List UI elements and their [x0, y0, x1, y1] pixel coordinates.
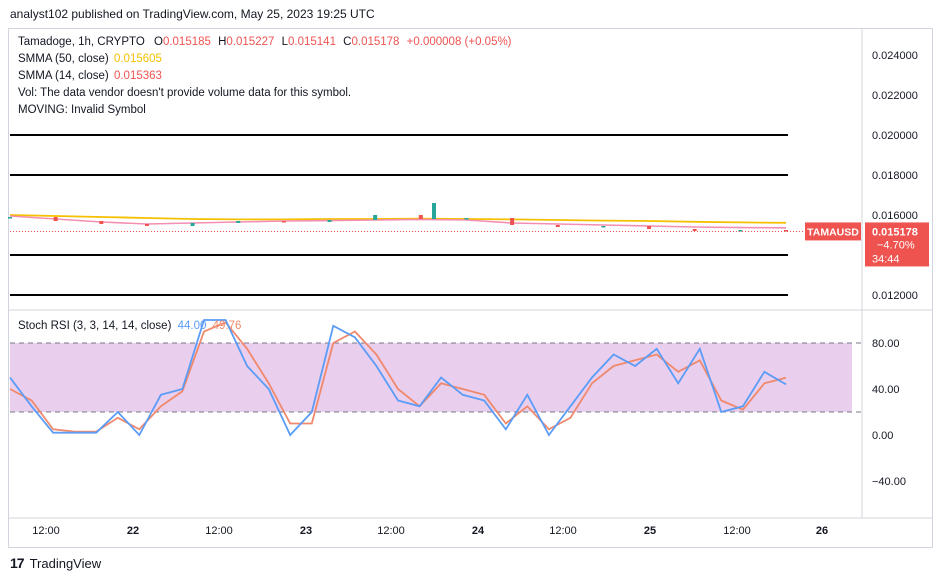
stoch-band: [10, 343, 852, 412]
candle: [784, 230, 788, 232]
footer-brand: TradingView: [29, 555, 102, 571]
smma50-line: [9, 214, 787, 224]
stoch-d-value: 49.76: [212, 320, 242, 332]
time-tick-label: 12:00: [377, 525, 405, 537]
time-tick-label: 24: [472, 525, 485, 537]
price-tick-label: 0.020000: [872, 130, 918, 142]
candle: [99, 221, 104, 224]
o-label: O: [153, 36, 163, 48]
time-tick-label: 25: [644, 525, 656, 537]
stoch-k-line: [9, 319, 787, 437]
timer-tag: 34:44: [872, 253, 900, 265]
candle: [190, 223, 195, 226]
price-tick-label: 0.024000: [872, 50, 918, 62]
candle: [327, 220, 332, 222]
price-tick-label: 0.016000: [872, 210, 918, 222]
smma50-value: 0.015605: [113, 53, 162, 65]
smma50-label: SMMA (50, close): [18, 53, 109, 65]
chart-frame: [8, 28, 933, 548]
stoch-tick-label: 0.00: [872, 430, 893, 442]
time-tick-label: 22: [127, 525, 139, 537]
candle: [281, 221, 286, 223]
time-tick-label: 12:00: [32, 525, 60, 537]
stoch-d-line: [9, 321, 787, 433]
symbol-label: Tamadoge, 1h, CRYPTO: [18, 36, 145, 48]
time-tick-label: 12:00: [723, 525, 751, 537]
time-tick-label: 12:00: [205, 525, 233, 537]
stoch-tick-label: 40.00: [872, 384, 900, 396]
candle: [464, 218, 469, 220]
h-label: H: [218, 36, 227, 48]
stoch-tick-label: 80.00: [872, 338, 900, 350]
time-tick-label: 26: [816, 525, 828, 537]
candle: [738, 230, 743, 232]
vol-legend: Vol: The data vendor doesn't provide vol…: [18, 87, 352, 99]
symbol-tag: TAMAUSD: [807, 226, 859, 238]
candle: [510, 218, 515, 225]
candle: [53, 217, 58, 221]
o-value: 0.015185: [162, 36, 211, 48]
candle: [692, 229, 697, 231]
pct-tag: −4.70%: [877, 239, 915, 251]
time-tick-label: 23: [300, 525, 312, 537]
candle: [144, 224, 149, 226]
candle: [373, 215, 378, 220]
smma14-line: [9, 215, 787, 229]
moving-legend: MOVING: Invalid Symbol: [18, 104, 146, 116]
c-label: C: [343, 36, 352, 48]
price-tag-bg: [865, 222, 929, 267]
symbol-tag-bg: [805, 222, 861, 241]
candle: [8, 217, 12, 219]
l-label: L: [281, 36, 288, 48]
candle: [236, 221, 241, 223]
ohlc-legend: Tamadoge, 1h, CRYPTO O0.015185 H0.015227…: [18, 36, 512, 48]
l-value: 0.015141: [288, 36, 336, 48]
candle: [601, 226, 606, 228]
smma50-legend: SMMA (50, close) 0.015605: [18, 53, 162, 65]
publish-header: analyst102 published on TradingView.com,…: [10, 7, 375, 21]
stoch-label: Stoch RSI (3, 3, 14, 14, close): [18, 320, 172, 332]
smma14-value: 0.015363: [113, 70, 162, 82]
smma14-legend: SMMA (14, close) 0.015363: [18, 70, 162, 82]
price-tick-label: 0.018000: [872, 170, 918, 182]
candle: [647, 226, 652, 229]
price-tick-label: 0.012000: [872, 290, 918, 302]
candle: [555, 225, 560, 227]
change-value: +0.000008 (+0.05%): [406, 36, 512, 48]
price-tag: 0.015178: [872, 226, 918, 238]
smma14-label: SMMA (14, close): [18, 70, 109, 82]
tradingview-logo-icon: 17: [10, 555, 25, 571]
h-value: 0.015227: [226, 36, 275, 48]
price-tick-label: 0.022000: [872, 90, 918, 102]
stoch-legend: Stoch RSI (3, 3, 14, 14, close) 44.00 49…: [18, 320, 241, 332]
time-tick-label: 12:00: [549, 525, 577, 537]
footer: 17 TradingView: [10, 555, 101, 571]
spike-candle: [432, 203, 436, 219]
stoch-k-value: 44.00: [177, 320, 207, 332]
candle: [418, 215, 423, 219]
c-value: 0.015178: [351, 36, 400, 48]
stoch-tick-label: −40.00: [872, 476, 906, 488]
